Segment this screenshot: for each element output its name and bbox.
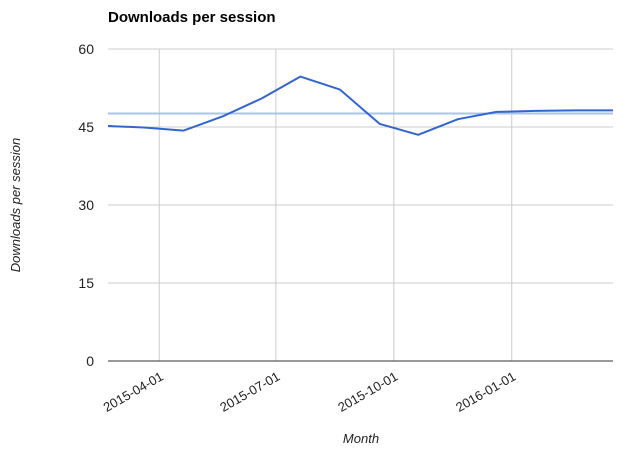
y-tick-label: 15 bbox=[78, 275, 94, 291]
y-tick-label: 60 bbox=[78, 41, 94, 57]
x-axis-ticks: 2015-04-01 2015-07-01 2015-10-01 2016-01-01 bbox=[101, 369, 519, 415]
x-tick-label: 2016-01-01 bbox=[453, 369, 518, 415]
x-axis-label: Month bbox=[343, 431, 379, 446]
x-tick-label: 2015-10-01 bbox=[335, 369, 400, 415]
y-tick-label: 0 bbox=[86, 353, 94, 369]
y-axis-ticks: 0 15 30 45 60 bbox=[78, 41, 94, 369]
y-axis-label: Downloads per session bbox=[8, 138, 23, 272]
y-tick-label: 45 bbox=[78, 119, 94, 135]
y-tick-label: 30 bbox=[78, 197, 94, 213]
series-layer bbox=[107, 75, 613, 136]
x-tick-label: 2015-04-01 bbox=[101, 369, 166, 415]
x-tick-label: 2015-07-01 bbox=[217, 369, 282, 415]
series-line bbox=[107, 75, 613, 136]
chart-title: Downloads per session bbox=[108, 9, 276, 26]
grid-lines bbox=[108, 48, 613, 361]
